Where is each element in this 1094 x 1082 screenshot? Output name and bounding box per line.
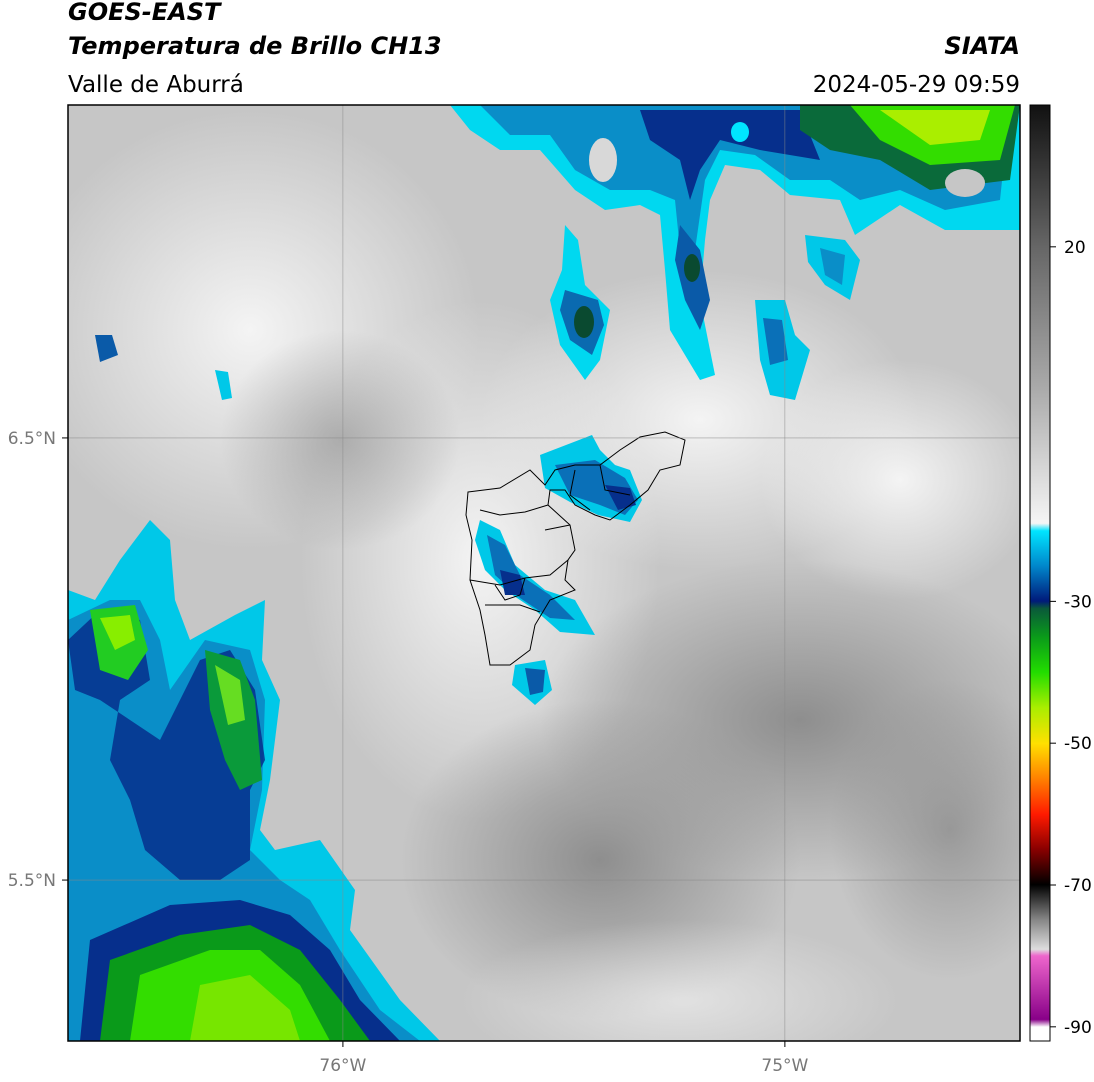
colorbar-ticks: 20 -30 -50 -70 -90 xyxy=(1050,238,1092,1038)
map-frame xyxy=(67,104,1021,1042)
y-tick-label: 6.5°N xyxy=(8,429,56,449)
x-tick-label: 76°W xyxy=(319,1056,366,1076)
region: Valle de Aburrá xyxy=(68,72,244,98)
colorbar-tick-label: -70 xyxy=(1064,876,1092,896)
satellite-image xyxy=(68,105,1020,1041)
datetime: 2024-05-29 09:59 xyxy=(813,72,1020,98)
colorbar xyxy=(1029,104,1051,1042)
colorbar-tick-label: -30 xyxy=(1064,592,1092,612)
y-tick-label: 5.5°N xyxy=(8,871,56,891)
colorbar-tick-label: -50 xyxy=(1064,734,1092,754)
source: SIATA xyxy=(944,32,1020,60)
graticule: 76°W 75°W 5.5°N 6.5°N xyxy=(8,105,1020,1076)
title: GOES-EAST xyxy=(68,0,222,26)
municipality-outlines xyxy=(465,431,686,666)
subtitle: Temperatura de Brillo CH13 xyxy=(68,32,442,60)
x-tick-label: 75°W xyxy=(761,1056,808,1076)
colorbar-tick-label: 20 xyxy=(1064,238,1086,258)
colorbar-tick-label: -90 xyxy=(1064,1018,1092,1038)
